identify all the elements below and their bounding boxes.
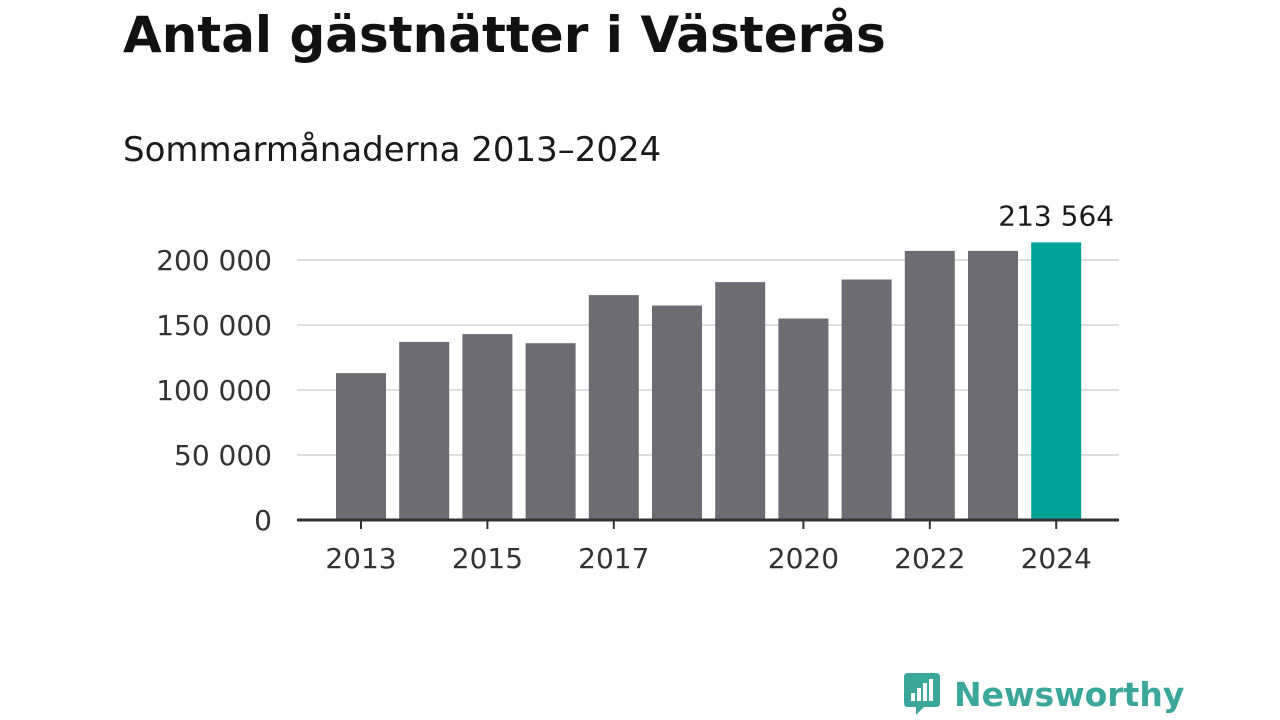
bar-2018 [652,305,702,520]
y-tick-label: 0 [254,504,272,537]
brand: Newsworthy [902,670,1184,718]
brand-name: Newsworthy [954,674,1185,714]
bar-2020 [778,318,829,520]
bar-2014 [399,341,450,520]
bar-2015 [462,334,513,520]
x-tick-label: 2024 [1021,542,1092,575]
chart-title: Antal gästnätter i Västerås [123,6,886,64]
x-tick-label: 2022 [894,542,965,575]
bars [336,242,1082,520]
bar-2024 [1031,242,1082,520]
data-label-2024: 213 564 [998,199,1114,232]
newsworthy-logo-icon [904,673,940,715]
y-tick-label: 100 000 [156,374,272,407]
y-tick-label: 150 000 [156,309,272,342]
x-tick-label: 2015 [452,542,523,575]
bar-2023 [968,250,1018,520]
bar-2021 [841,279,892,520]
labels: 0 50 000 100 000 150 000 200 000 213 564 2013 2… [156,199,1114,575]
bar-2013 [336,373,386,520]
chart-subtitle: Sommarmånaderna 2013–2024 [123,130,662,170]
x-tick-label: 2020 [768,542,839,575]
bar-2022 [904,250,955,520]
x-tick-label: 2013 [325,542,396,575]
axes [297,518,1119,529]
bar-2016 [525,343,576,520]
bar-2017 [588,295,639,520]
y-tick-label: 50 000 [174,439,272,472]
x-tick-label: 2017 [578,542,649,575]
bar-2019 [715,282,766,520]
y-tick-label: 200 000 [156,244,272,277]
